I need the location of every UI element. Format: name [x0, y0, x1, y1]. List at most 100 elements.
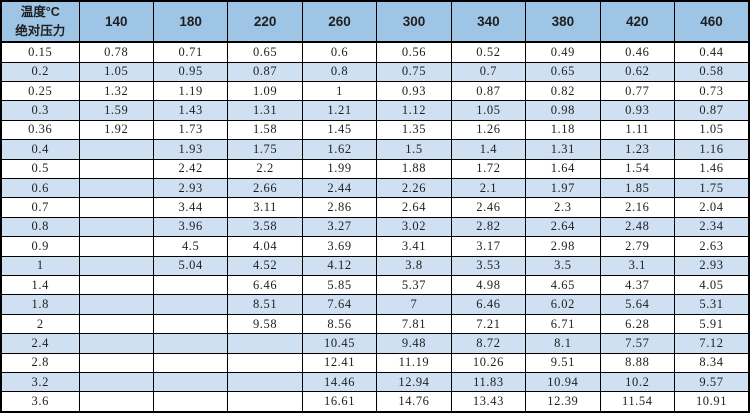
- pressure-row-label: 3.6: [0, 391, 80, 413]
- value-cell: 1.64: [525, 158, 601, 179]
- value-cell: 1.35: [376, 119, 452, 141]
- value-cell: 2.26: [376, 177, 452, 199]
- value-cell: 0.52: [450, 41, 527, 63]
- table-body: 0.15 0.78 0.71 0.65 0.6 0.56 0.52 0.49 0.46 0.44 0…: [0, 41, 750, 413]
- column-header-temp-220: 220: [227, 0, 303, 43]
- table-row: 1.8 8.51 7.64 7 6.46 6.02 5.64 5.31: [0, 294, 750, 315]
- value-cell: 14.76: [376, 391, 452, 413]
- value-cell: 2.82: [450, 216, 527, 238]
- value-cell: 1.58: [227, 119, 303, 141]
- value-cell: 2.79: [599, 236, 676, 257]
- value-cell: 1.05: [78, 61, 154, 82]
- value-cell: 6.02: [525, 294, 601, 315]
- value-cell: 9.51: [525, 352, 601, 374]
- value-cell: 4.05: [674, 274, 750, 296]
- value-cell: 0.98: [525, 100, 601, 121]
- value-cell: 9.58: [227, 313, 303, 335]
- value-cell: 3.1: [599, 255, 676, 276]
- table-row: 0.5 2.42 2.2 1.99 1.88 1.72 1.64 1.54 1.46: [0, 158, 750, 179]
- value-cell: 4.12: [301, 255, 378, 276]
- table-row: 1 5.04 4.52 4.12 3.8 3.53 3.5 3.1 2.93: [0, 255, 750, 276]
- value-cell: [227, 372, 303, 393]
- value-cell: 1.05: [450, 100, 527, 121]
- value-cell: 4.37: [599, 274, 676, 296]
- value-cell: 12.41: [301, 352, 378, 374]
- pressure-row-label: 0.36: [0, 119, 80, 141]
- value-cell: 4.5: [152, 236, 229, 257]
- corner-header: 温度°C 绝对压力: [0, 0, 80, 43]
- value-cell: 1.5: [376, 139, 452, 160]
- value-cell: 3.8: [376, 255, 452, 276]
- value-cell: 10.45: [301, 333, 378, 354]
- value-cell: 0.71: [152, 41, 229, 63]
- value-cell: 11.54: [599, 391, 676, 413]
- table-row: 2 9.58 8.56 7.81 7.21 6.71 6.28 5.91: [0, 313, 750, 335]
- value-cell: 1.99: [301, 158, 378, 179]
- value-cell: 2.16: [599, 197, 676, 218]
- table-row: 0.8 3.96 3.58 3.27 3.02 2.82 2.64 2.48 2.34: [0, 216, 750, 238]
- value-cell: 2.86: [301, 197, 378, 218]
- value-cell: 1.97: [525, 177, 601, 199]
- value-cell: [227, 352, 303, 374]
- table-row: 3.6 16.61 14.76 13.43 12.39 11.54 10.91: [0, 391, 750, 413]
- value-cell: 10.91: [674, 391, 750, 413]
- value-cell: 1.21: [301, 100, 378, 121]
- table-row: 0.7 3.44 3.11 2.86 2.64 2.46 2.3 2.16 2.04: [0, 197, 750, 218]
- value-cell: 0.62: [599, 61, 676, 82]
- pressure-row-label: 2.8: [0, 352, 80, 374]
- value-cell: 1.12: [376, 100, 452, 121]
- value-cell: [78, 236, 154, 257]
- value-cell: 16.61: [301, 391, 378, 413]
- pressure-row-label: 0.4: [0, 139, 80, 160]
- value-cell: 10.26: [450, 352, 527, 374]
- value-cell: 1.75: [674, 177, 750, 199]
- value-cell: 1.85: [599, 177, 676, 199]
- value-cell: 7.12: [674, 333, 750, 354]
- value-cell: [78, 372, 154, 393]
- value-cell: 1.18: [525, 119, 601, 141]
- value-cell: 3.58: [227, 216, 303, 238]
- value-cell: 0.6: [301, 41, 378, 63]
- value-cell: [152, 372, 229, 393]
- value-cell: [152, 313, 229, 335]
- column-header-temp-300: 300: [376, 0, 452, 43]
- value-cell: 0.93: [376, 80, 452, 102]
- value-cell: 5.91: [674, 313, 750, 335]
- value-cell: 3.69: [301, 236, 378, 257]
- value-cell: 1.93: [152, 139, 229, 160]
- column-header-temp-380: 380: [525, 0, 601, 43]
- value-cell: 8.88: [599, 352, 676, 374]
- value-cell: 3.02: [376, 216, 452, 238]
- value-cell: 1.11: [599, 119, 676, 141]
- value-cell: 4.98: [450, 274, 527, 296]
- value-cell: [78, 197, 154, 218]
- value-cell: [152, 333, 229, 354]
- value-cell: 8.56: [301, 313, 378, 335]
- value-cell: 3.5: [525, 255, 601, 276]
- header-row: 温度°C 绝对压力 140 180 220 260 300 340 380 42…: [0, 0, 750, 43]
- value-cell: 1.23: [599, 139, 676, 160]
- value-cell: 2.63: [674, 236, 750, 257]
- pressure-row-label: 1.4: [0, 274, 80, 296]
- value-cell: 0.44: [674, 41, 750, 63]
- value-cell: 7.64: [301, 294, 378, 315]
- value-cell: [152, 294, 229, 315]
- pressure-row-label: 0.9: [0, 236, 80, 257]
- value-cell: 2.64: [376, 197, 452, 218]
- value-cell: [78, 274, 154, 296]
- value-cell: [227, 333, 303, 354]
- value-cell: 2.42: [152, 158, 229, 179]
- value-cell: 1.43: [152, 100, 229, 121]
- table-row: 3.2 14.46 12.94 11.83 10.94 10.2 9.57: [0, 372, 750, 393]
- value-cell: 0.65: [525, 61, 601, 82]
- value-cell: 8.1: [525, 333, 601, 354]
- value-cell: 1.09: [227, 80, 303, 102]
- value-cell: 9.48: [376, 333, 452, 354]
- value-cell: 6.71: [525, 313, 601, 335]
- value-cell: 0.8: [301, 61, 378, 82]
- value-cell: 1.4: [450, 139, 527, 160]
- value-cell: 1.45: [301, 119, 378, 141]
- value-cell: [78, 216, 154, 238]
- value-cell: 6.28: [599, 313, 676, 335]
- value-cell: [78, 391, 154, 413]
